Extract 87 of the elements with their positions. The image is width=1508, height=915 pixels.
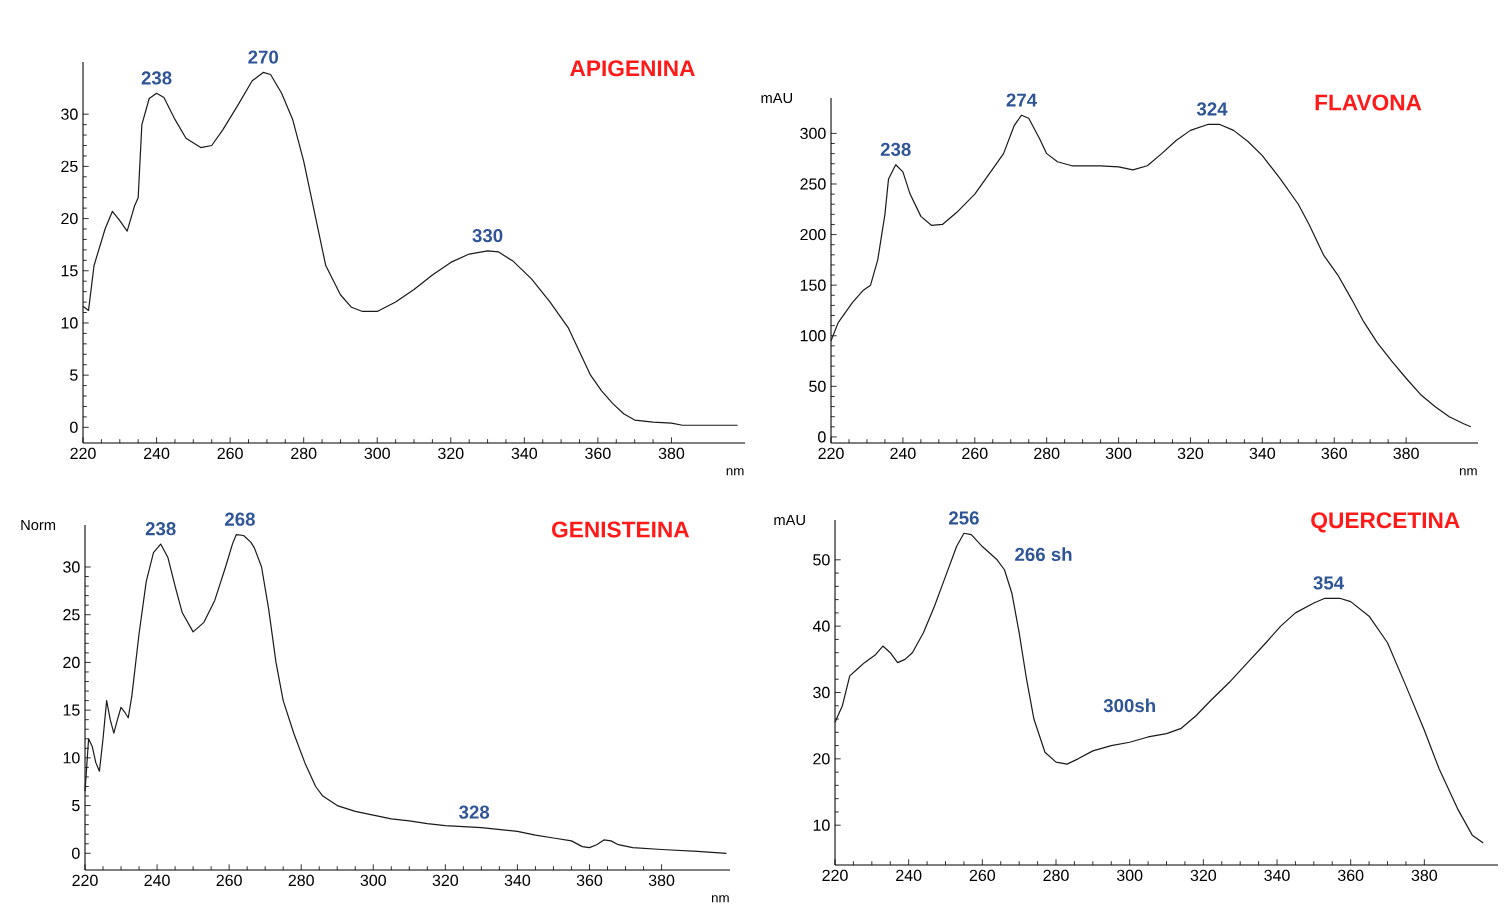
x-tick-label: 260 [969, 869, 996, 882]
x-tick-label: 320 [1177, 447, 1204, 460]
y-tick-label: 10 [63, 752, 80, 764]
annotation: 270 [248, 50, 279, 64]
y-tick-label: 50 [813, 554, 830, 566]
x-tick-label: 380 [1411, 869, 1438, 882]
x-axis-title: nm [726, 468, 744, 476]
annotation: 300sh [1103, 698, 1155, 713]
x-tick-label: 360 [1337, 869, 1364, 882]
x-tick-label: 380 [648, 874, 675, 887]
x-tick-label: 360 [585, 447, 611, 460]
y-tick-label: 200 [800, 228, 826, 241]
x-tick-label: 300 [364, 447, 390, 460]
chart-title: GENISTEINA [552, 521, 690, 538]
x-axis-title: nm [1459, 468, 1477, 476]
y-tick-label: 30 [813, 686, 830, 699]
annotation: 268 [225, 512, 255, 526]
chart-title: FLAVONA [1315, 94, 1422, 111]
x-axis-title: nm [711, 895, 729, 903]
y-tick-label: 50 [809, 380, 826, 392]
x-tick-label: 220 [818, 447, 844, 460]
x-tick-label: 320 [438, 447, 464, 460]
y-tick-label: 40 [812, 620, 830, 632]
x-tick-label: 380 [1393, 447, 1419, 460]
annotation: 324 [1196, 102, 1228, 116]
y-tick-label: 25 [61, 160, 78, 173]
y-tick-label: 15 [63, 704, 80, 716]
annotation: 238 [145, 522, 176, 536]
x-tick-label: 240 [144, 447, 170, 460]
x-tick-label: 280 [291, 447, 317, 460]
chart-title: QUERCETINA [1311, 512, 1460, 533]
x-tick-label: 220 [72, 874, 98, 887]
y-axis-title: mAU [774, 514, 805, 526]
y-tick-label: 20 [813, 753, 830, 765]
x-tick-label: 320 [432, 874, 459, 887]
y-tick-label: 25 [63, 609, 80, 621]
annotation: 238 [141, 71, 172, 85]
x-tick-label: 300 [1105, 447, 1132, 460]
x-tick-label: 240 [890, 447, 916, 460]
x-tick-label: 340 [1264, 869, 1290, 882]
y-tick-label: 0 [70, 421, 78, 433]
x-tick-label: 260 [216, 874, 242, 887]
x-tick-label: 240 [896, 869, 922, 882]
y-tick-label: 150 [800, 279, 826, 291]
y-tick-label: 250 [800, 178, 826, 190]
x-tick-label: 220 [822, 869, 848, 882]
x-tick-label: 220 [70, 447, 96, 460]
x-tick-label: 360 [1321, 447, 1347, 460]
annotation: 330 [472, 228, 503, 243]
y-tick-label: 300 [800, 127, 826, 140]
annotation: 328 [459, 805, 490, 819]
x-tick-label: 360 [576, 874, 603, 887]
x-tick-label: 340 [511, 447, 538, 460]
x-tick-label: 240 [144, 874, 170, 887]
y-tick-label: 30 [63, 561, 80, 573]
y-tick-label: 5 [72, 800, 80, 812]
line-series [830, 114, 1472, 428]
annotation: 256 [949, 511, 979, 525]
x-tick-label: 280 [1034, 447, 1060, 460]
y-tick-label: 0 [818, 431, 826, 443]
x-tick-label: 280 [1043, 869, 1069, 882]
y-tick-label: 10 [813, 819, 830, 831]
x-tick-label: 380 [658, 447, 685, 460]
y-axis-title: mAU [761, 92, 792, 104]
chart-title: APIGENINA [570, 60, 695, 77]
y-tick-label: 20 [63, 656, 80, 669]
y-tick-label: 30 [61, 108, 78, 120]
x-tick-label: 320 [1190, 869, 1217, 882]
x-tick-label: 300 [1116, 869, 1143, 882]
y-tick-label: 20 [61, 212, 78, 225]
y-tick-label: 100 [800, 330, 826, 342]
y-tick-label: 10 [61, 317, 78, 329]
line-series [834, 532, 1484, 844]
y-axis-title: Norm [21, 519, 56, 531]
x-tick-label: 260 [962, 447, 988, 460]
y-tick-label: 15 [61, 265, 78, 277]
x-tick-label: 340 [1249, 447, 1276, 460]
annotation: 274 [1006, 93, 1037, 107]
x-tick-label: 280 [288, 874, 314, 887]
annotation: 238 [880, 142, 911, 157]
y-tick-label: 0 [72, 847, 80, 859]
x-tick-label: 340 [504, 874, 531, 887]
annotation: 354 [1313, 576, 1345, 590]
y-tick-label: 5 [70, 369, 78, 381]
x-tick-label: 260 [217, 447, 243, 460]
annotation: 266 sh [1015, 547, 1072, 562]
x-tick-label: 300 [360, 874, 386, 887]
